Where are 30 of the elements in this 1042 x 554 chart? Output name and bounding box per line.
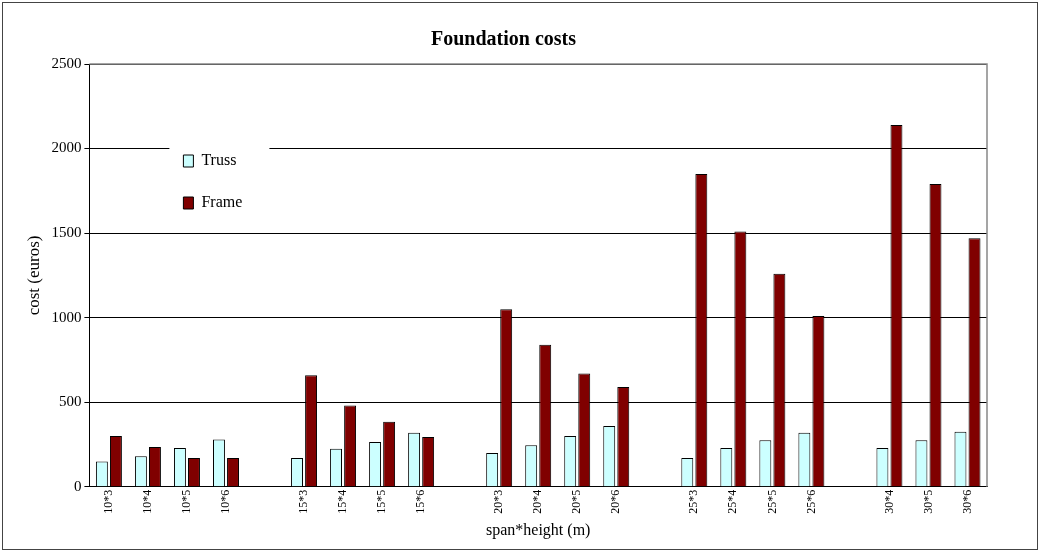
x-tick-label: 15*5: [374, 489, 389, 514]
x-tick-label: 20*5: [569, 489, 584, 514]
x-axis-title: span*height (m): [485, 520, 591, 539]
legend-label: Frame: [201, 193, 243, 211]
x-tick-label: 30*4: [881, 489, 896, 514]
y-tick-label: 1500: [51, 224, 82, 241]
x-tick-label: 20*4: [530, 489, 545, 514]
x-tick-label: 10*3: [101, 489, 116, 514]
x-tick-label: 15*4: [335, 489, 350, 514]
x-tick-label: 10*6: [218, 489, 233, 514]
x-tick-label: 25*5: [764, 489, 779, 514]
y-axis-title: cost (euros): [23, 235, 43, 316]
x-tick-label: 25*4: [725, 489, 740, 514]
x-tick-label: 25*3: [686, 489, 701, 514]
x-tick-label: 20*3: [491, 489, 506, 514]
x-tick-label: 25*6: [803, 489, 818, 514]
legend-label: Truss: [201, 151, 237, 169]
x-tick-label: 10*4: [140, 489, 155, 514]
y-tick-label: 0: [73, 477, 82, 494]
y-tick-label: 500: [58, 393, 82, 410]
chart-title: Foundation costs: [430, 27, 577, 50]
x-tick-label: 15*6: [413, 489, 428, 514]
x-tick-label: 10*5: [179, 489, 194, 514]
y-tick-label: 2500: [51, 54, 82, 71]
x-tick-label: 30*6: [959, 489, 974, 514]
x-tick-label: 20*6: [608, 489, 623, 514]
x-tick-label: 30*5: [920, 489, 935, 514]
y-tick-label: 1000: [51, 308, 82, 325]
x-tick-label: 15*3: [296, 489, 311, 514]
y-tick-label: 2000: [51, 139, 82, 156]
